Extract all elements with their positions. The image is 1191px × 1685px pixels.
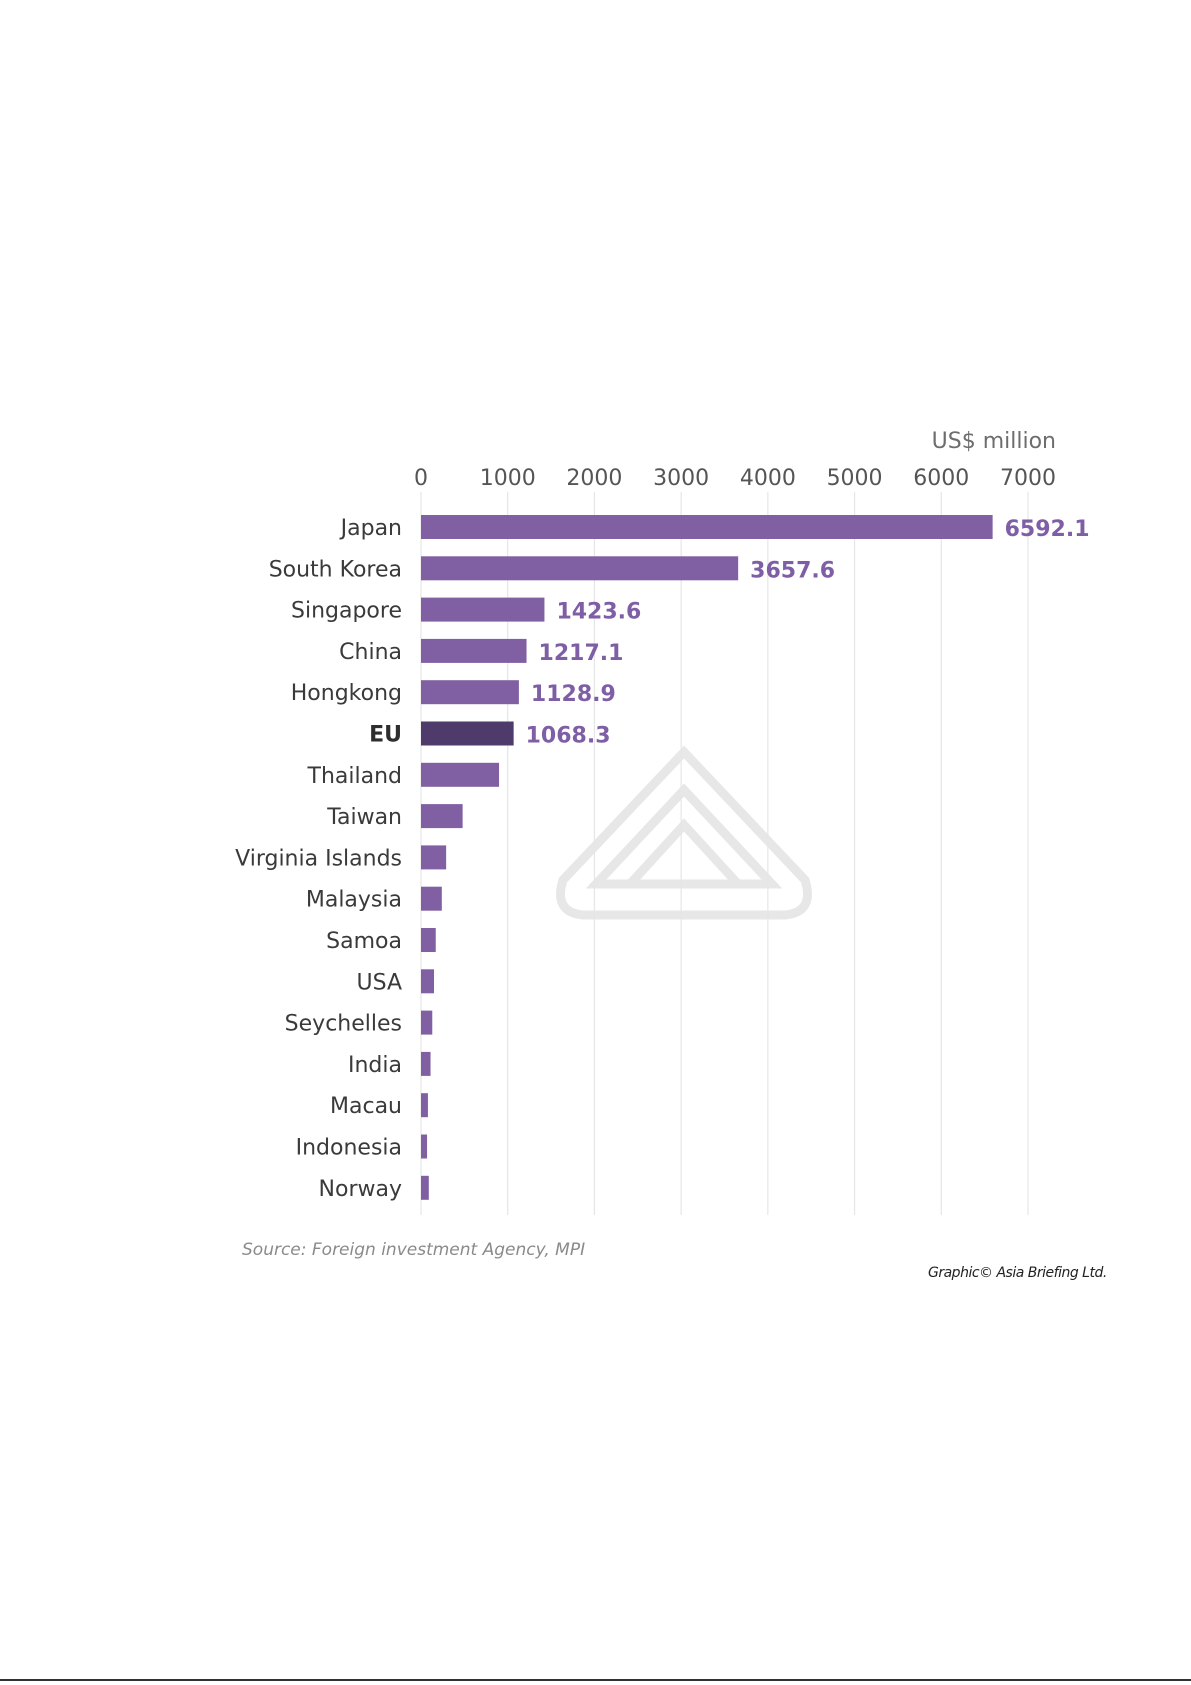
- tick-label-0: 0: [414, 466, 428, 491]
- value-label-hongkong: 1128.9: [531, 682, 616, 707]
- watermark-logo: [556, 745, 812, 920]
- bar-samoa: [421, 928, 436, 952]
- tick-label-4000: 4000: [740, 466, 796, 491]
- category-labels: Japan South Korea Singapore China Hongkong EU…: [235, 516, 402, 1202]
- bar-seychelles: [421, 1010, 433, 1035]
- category-label-thailand: Thailand: [307, 764, 402, 789]
- category-label-virginia-islands: Virginia Islands: [235, 846, 402, 871]
- category-label-india: India: [348, 1053, 402, 1078]
- value-label-singapore: 1423.6: [556, 600, 641, 625]
- graphic-credit: Graphic© Asia Briefing Ltd.: [928, 1265, 1107, 1281]
- bar-china: [421, 638, 527, 663]
- bar-thailand: [421, 762, 500, 787]
- bar-chart: US$ million 0 1000 2000 3000 4000 5000 6000 700…: [235, 429, 1090, 1215]
- value-label-japan: 6592.1: [1005, 517, 1090, 542]
- tick-label-3000: 3000: [653, 466, 709, 491]
- bar-singapore: [421, 597, 545, 622]
- x-axis-ticks: 0 1000 2000 3000 4000 5000 6000 7000: [414, 466, 1056, 491]
- bar-macau: [421, 1093, 428, 1118]
- bars: [421, 515, 993, 1200]
- value-label-china: 1217.1: [539, 641, 624, 666]
- category-label-seychelles: Seychelles: [285, 1012, 402, 1037]
- tick-label-2000: 2000: [566, 466, 622, 491]
- value-labels: 6592.1 3657.6 1423.6 1217.1 1128.9 1068.3: [526, 517, 1090, 749]
- category-label-eu: EU: [369, 723, 402, 748]
- tick-label-5000: 5000: [827, 466, 883, 491]
- bar-south-korea: [421, 556, 739, 581]
- bar-eu: [421, 721, 514, 746]
- bar-indonesia: [421, 1134, 428, 1159]
- category-label-norway: Norway: [319, 1177, 402, 1202]
- category-label-malaysia: Malaysia: [306, 888, 402, 913]
- bar-norway: [421, 1175, 429, 1200]
- source-note: Source: Foreign investment Agency, MPI: [242, 1240, 586, 1260]
- bar-taiwan: [421, 804, 463, 829]
- bar-hongkong: [421, 680, 519, 705]
- category-label-macau: Macau: [330, 1094, 402, 1119]
- category-label-hongkong: Hongkong: [291, 681, 402, 706]
- tick-label-6000: 6000: [913, 466, 969, 491]
- tick-label-7000: 7000: [1000, 466, 1056, 491]
- bar-usa: [421, 969, 435, 994]
- category-label-taiwan: Taiwan: [326, 805, 402, 830]
- category-label-singapore: Singapore: [291, 599, 402, 624]
- category-label-china: China: [339, 640, 402, 665]
- value-label-south-korea: 3657.6: [750, 558, 835, 583]
- page-bottom-rule: [0, 1679, 1191, 1681]
- category-label-japan: Japan: [339, 516, 402, 541]
- category-label-south-korea: South Korea: [269, 557, 402, 582]
- bar-india: [421, 1051, 431, 1076]
- bar-virginia-islands: [421, 845, 447, 870]
- value-label-eu: 1068.3: [526, 724, 611, 749]
- bar-malaysia: [421, 886, 442, 911]
- unit-label: US$ million: [932, 429, 1056, 454]
- tick-label-1000: 1000: [480, 466, 536, 491]
- category-label-indonesia: Indonesia: [296, 1136, 402, 1161]
- category-label-samoa: Samoa: [326, 929, 402, 954]
- category-label-usa: USA: [356, 970, 402, 995]
- bar-japan: [421, 515, 993, 539]
